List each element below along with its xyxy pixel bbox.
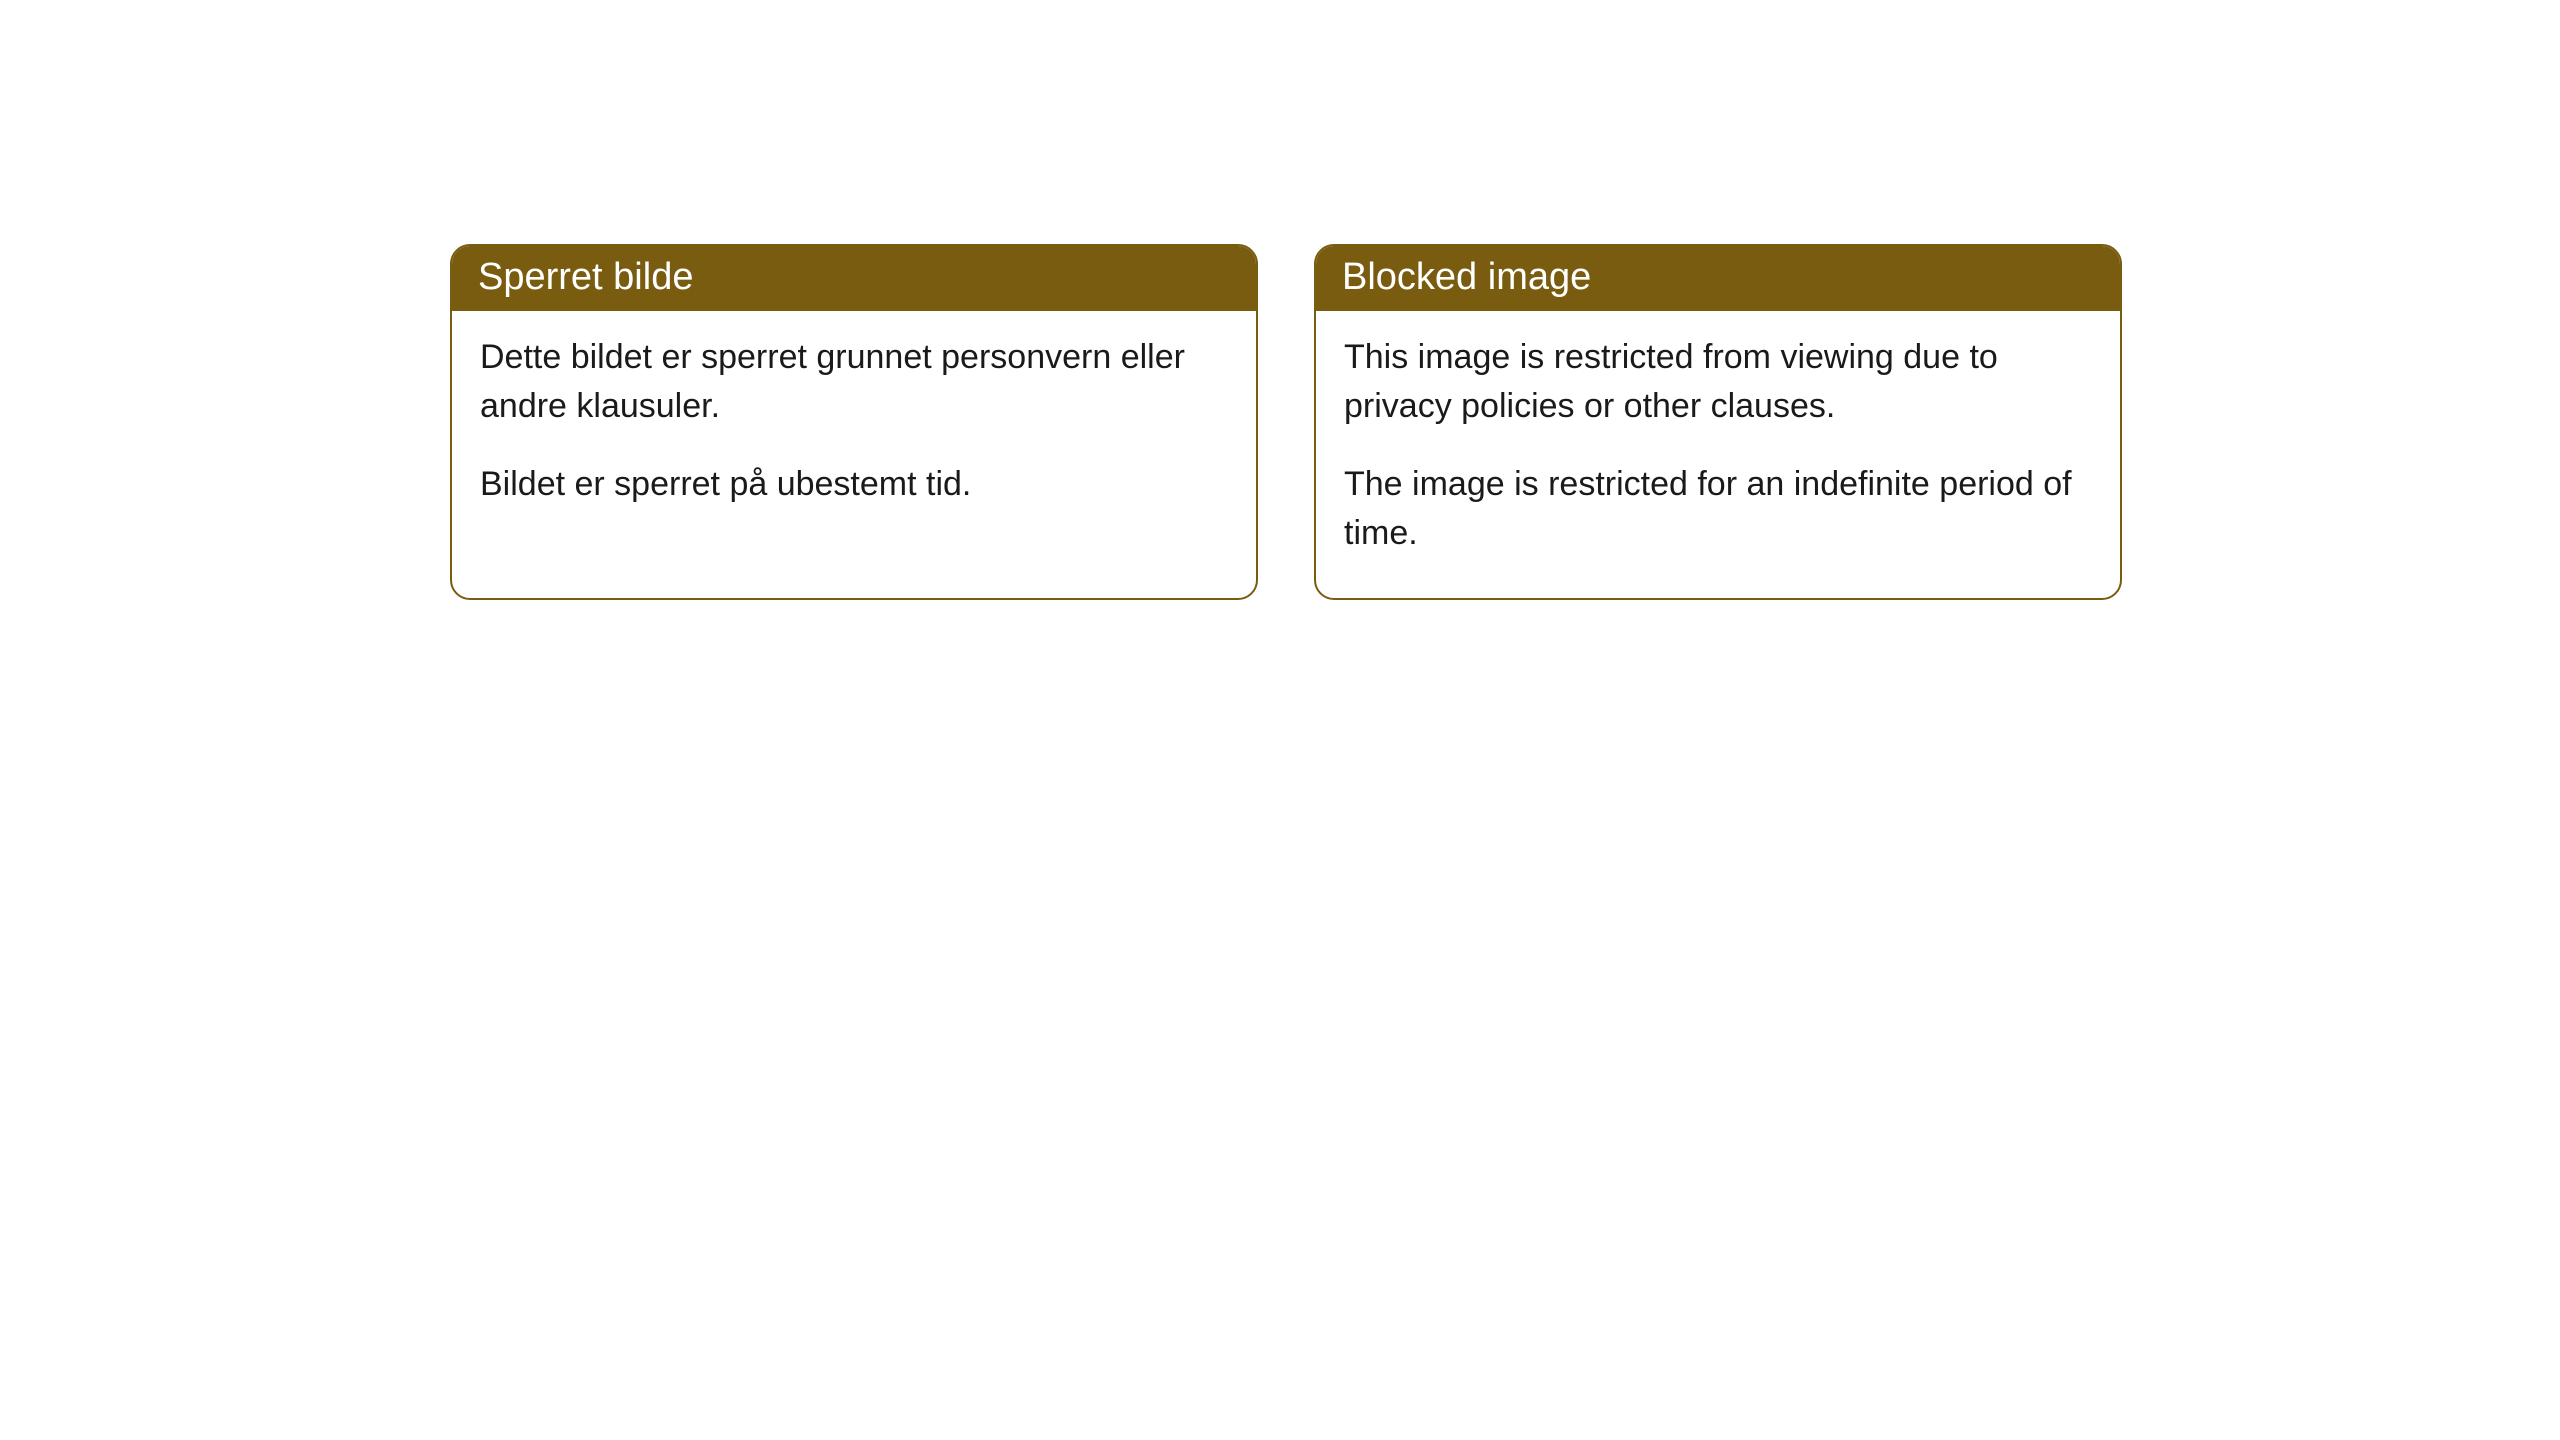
notice-cards-container: Sperret bilde Dette bildet er sperret gr… — [450, 244, 2122, 600]
card-paragraph: The image is restricted for an indefinit… — [1344, 460, 2092, 559]
card-paragraph: Bildet er sperret på ubestemt tid. — [480, 460, 1228, 509]
card-header: Sperret bilde — [452, 246, 1256, 311]
card-paragraph: This image is restricted from viewing du… — [1344, 333, 2092, 432]
card-paragraph: Dette bildet er sperret grunnet personve… — [480, 333, 1228, 432]
blocked-image-card-norwegian: Sperret bilde Dette bildet er sperret gr… — [450, 244, 1258, 600]
card-header: Blocked image — [1316, 246, 2120, 311]
card-body: Dette bildet er sperret grunnet personve… — [452, 311, 1256, 549]
card-body: This image is restricted from viewing du… — [1316, 311, 2120, 598]
blocked-image-card-english: Blocked image This image is restricted f… — [1314, 244, 2122, 600]
